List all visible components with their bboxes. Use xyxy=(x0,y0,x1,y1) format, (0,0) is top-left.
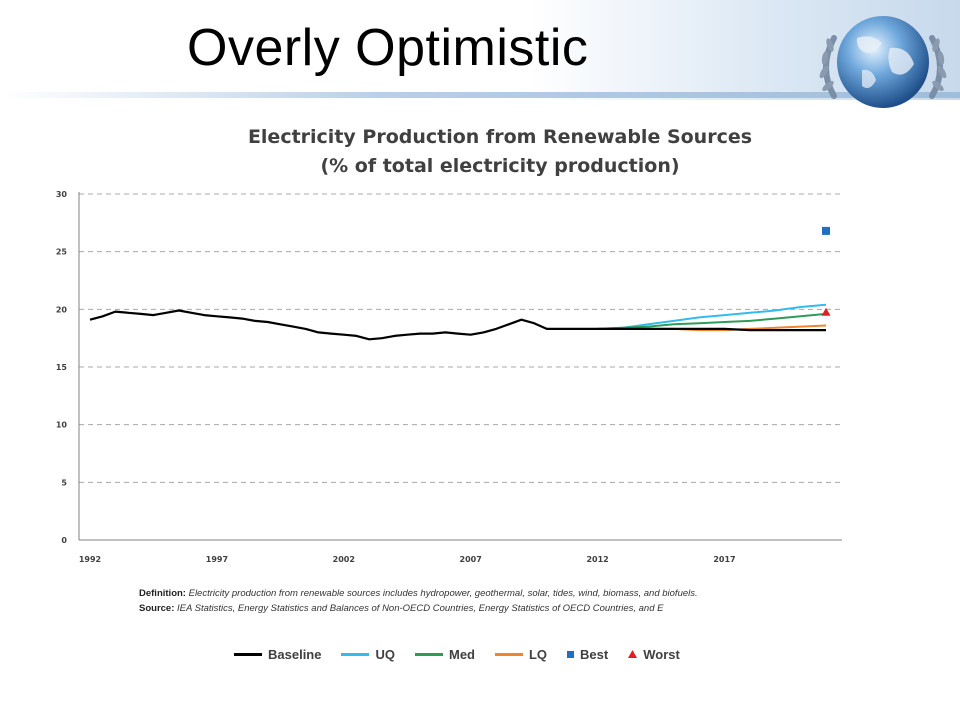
legend-label-baseline: Baseline xyxy=(268,646,322,662)
definition-note: Definition: Electricity production from … xyxy=(139,588,839,599)
x-tick-label-2002: 2002 xyxy=(333,555,355,564)
legend-label-uq: UQ xyxy=(375,646,395,662)
legend-label-med: Med xyxy=(448,646,475,662)
globe-laurel-logo xyxy=(819,16,947,108)
header-band xyxy=(0,0,960,100)
chart-title: Electricity Production from Renewable So… xyxy=(247,126,753,148)
legend-item-lq: LQ xyxy=(494,646,548,662)
y-tick-label-5: 5 xyxy=(61,478,67,487)
x-tick-label-2007: 2007 xyxy=(460,555,482,564)
y-tick-label-0: 0 xyxy=(61,536,67,545)
marker-best xyxy=(822,226,830,235)
legend-label-lq: LQ xyxy=(528,646,548,662)
series-line-uq xyxy=(597,303,827,330)
legend-label-worst: Worst xyxy=(643,646,680,662)
legend-swatch-worst xyxy=(628,650,638,658)
legend-label-best: Best xyxy=(580,646,609,662)
legend-swatch-best xyxy=(567,650,575,658)
y-tick-label-10: 10 xyxy=(56,421,68,430)
y-tick-label-30: 30 xyxy=(56,190,68,199)
y-tick-label-20: 20 xyxy=(56,305,68,314)
legend-swatch-lq xyxy=(494,652,523,656)
definition-label: Definition: xyxy=(139,588,186,599)
series-line-med xyxy=(597,312,827,330)
header-rule xyxy=(0,92,960,98)
legend-item-baseline: Baseline xyxy=(234,647,321,662)
x-tick-label-2012: 2012 xyxy=(586,555,608,564)
y-tick-label-15: 15 xyxy=(56,363,68,372)
source-label: Source: xyxy=(139,603,175,614)
x-tick-label-1997: 1997 xyxy=(206,555,228,564)
x-tick-label-2017: 2017 xyxy=(713,555,735,564)
legend-swatch-uq xyxy=(341,652,370,656)
series-line-baseline xyxy=(89,309,826,341)
legend-item-med: Med xyxy=(414,646,475,662)
slide-title: Overly Optimistic xyxy=(187,19,589,77)
marker-worst xyxy=(821,307,831,316)
definition-text: Electricity production from renewable so… xyxy=(188,588,698,599)
y-tick-label-25: 25 xyxy=(56,248,68,257)
legend-swatch-baseline xyxy=(234,652,262,656)
chart-subtitle: (% of total electricity production) xyxy=(320,155,680,177)
x-tick-label-1992: 1992 xyxy=(79,555,101,564)
legend-item-uq: UQ xyxy=(341,647,395,662)
legend-item-best: Best xyxy=(567,647,608,662)
legend-item-worst: Worst xyxy=(628,647,680,662)
source-note: Source: IEA Statistics, Energy Statistic… xyxy=(139,603,839,614)
source-text: IEA Statistics, Energy Statistics and Ba… xyxy=(177,603,664,614)
legend-swatch-med xyxy=(414,652,443,656)
chart-legend: Baseline UQ Med LQ Best Worst xyxy=(234,645,680,663)
